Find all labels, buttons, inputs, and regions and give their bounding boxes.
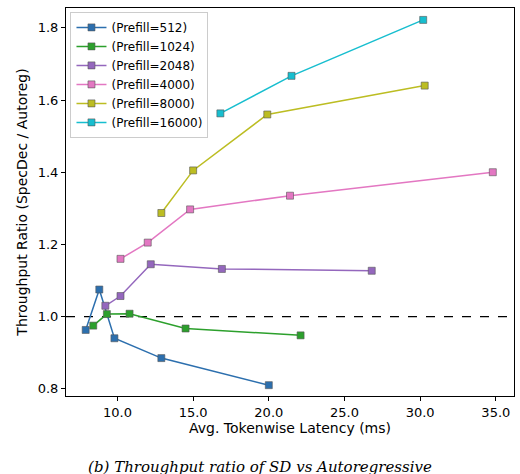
svg-text:1.2: 1.2 <box>38 237 59 252</box>
svg-text:(Prefill=16000): (Prefill=16000) <box>111 116 202 130</box>
svg-text:35.0: 35.0 <box>481 405 510 420</box>
svg-text:15.0: 15.0 <box>179 405 208 420</box>
svg-text:(Prefill=8000): (Prefill=8000) <box>111 97 194 111</box>
svg-text:Avg. Tokenwise Latency (ms): Avg. Tokenwise Latency (ms) <box>189 420 391 436</box>
svg-text:1.6: 1.6 <box>38 93 59 108</box>
svg-text:20.0: 20.0 <box>254 405 283 420</box>
svg-text:(Prefill=2048): (Prefill=2048) <box>111 59 194 73</box>
svg-text:1.0: 1.0 <box>38 309 59 324</box>
svg-text:1.8: 1.8 <box>38 20 59 35</box>
svg-text:30.0: 30.0 <box>406 405 435 420</box>
svg-text:25.0: 25.0 <box>330 405 359 420</box>
svg-text:10.0: 10.0 <box>103 405 132 420</box>
svg-text:(b) Throughput ratio of SD vs: (b) Throughput ratio of SD vs Autoregres… <box>88 458 432 474</box>
svg-text:(Prefill=1024): (Prefill=1024) <box>111 40 194 54</box>
svg-text:0.8: 0.8 <box>38 381 59 396</box>
svg-text:1.4: 1.4 <box>38 165 59 180</box>
svg-text:Throughput Ratio (SpecDec / Au: Throughput Ratio (SpecDec / Autoreg) <box>14 68 30 336</box>
svg-text:(Prefill=4000): (Prefill=4000) <box>111 78 194 92</box>
svg-text:(Prefill=512): (Prefill=512) <box>111 21 187 35</box>
